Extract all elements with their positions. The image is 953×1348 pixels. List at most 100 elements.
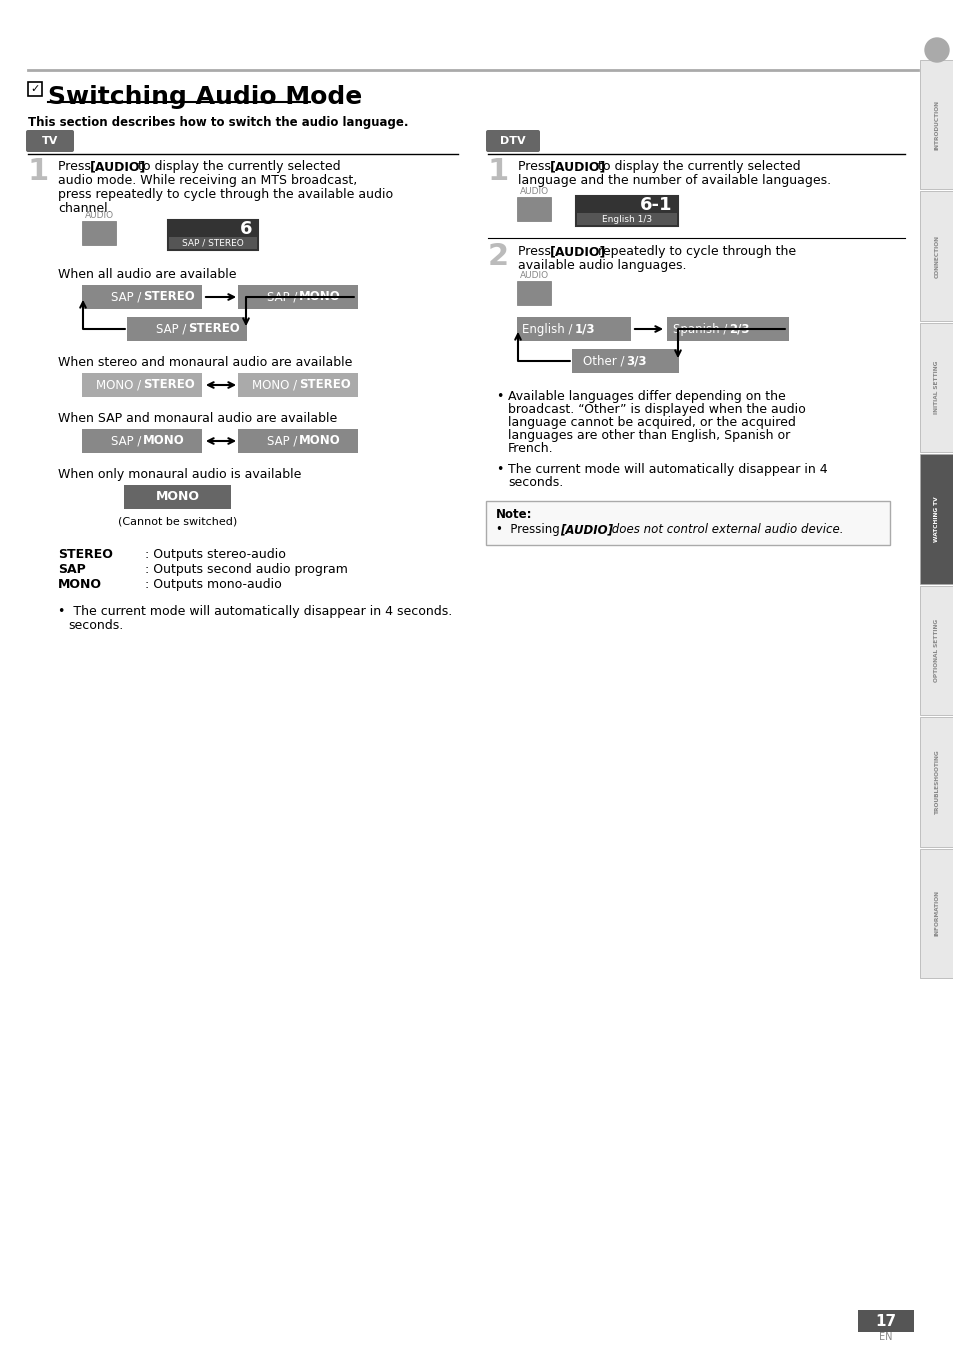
FancyBboxPatch shape [576, 195, 678, 226]
FancyBboxPatch shape [919, 717, 953, 847]
FancyBboxPatch shape [82, 373, 202, 398]
Text: MONO: MONO [143, 434, 185, 448]
Text: CONNECTION: CONNECTION [934, 235, 939, 278]
FancyBboxPatch shape [485, 501, 889, 545]
Text: languages are other than English, Spanish or: languages are other than English, Spanis… [507, 429, 789, 442]
Text: language cannot be acquired, or the acquired: language cannot be acquired, or the acqu… [507, 417, 795, 429]
Text: AUDIO: AUDIO [518, 187, 548, 195]
FancyBboxPatch shape [919, 324, 953, 453]
Text: SAP /: SAP / [155, 322, 186, 336]
Text: channel.: channel. [58, 202, 112, 214]
FancyBboxPatch shape [485, 129, 539, 152]
Text: TROUBLESHOOTING: TROUBLESHOOTING [934, 749, 939, 814]
FancyBboxPatch shape [919, 849, 953, 979]
Text: ✓: ✓ [30, 84, 40, 94]
Text: STEREO: STEREO [58, 549, 112, 561]
FancyBboxPatch shape [26, 129, 74, 152]
Text: •: • [496, 462, 503, 476]
FancyBboxPatch shape [517, 280, 551, 305]
Text: OPTIONAL SETTING: OPTIONAL SETTING [934, 619, 939, 682]
Text: When only monaural audio is available: When only monaural audio is available [58, 468, 301, 481]
Text: INFORMATION: INFORMATION [934, 890, 939, 937]
Text: AUDIO: AUDIO [85, 212, 113, 220]
Text: MONO: MONO [298, 291, 340, 303]
FancyBboxPatch shape [517, 317, 630, 341]
Text: 6: 6 [239, 220, 252, 239]
Text: TV: TV [42, 136, 58, 146]
Text: [AUDIO]: [AUDIO] [90, 160, 146, 173]
FancyBboxPatch shape [857, 1310, 913, 1332]
Text: EN: EN [879, 1332, 892, 1343]
FancyBboxPatch shape [237, 429, 357, 453]
Text: MONO /: MONO / [95, 379, 141, 391]
Text: English 1/3: English 1/3 [601, 214, 652, 224]
Text: Press: Press [58, 160, 94, 173]
Text: STEREO: STEREO [143, 379, 194, 391]
Text: audio mode. While receiving an MTS broadcast,: audio mode. While receiving an MTS broad… [58, 174, 356, 187]
Text: Press: Press [517, 160, 555, 173]
FancyBboxPatch shape [517, 197, 551, 221]
Text: : Outputs mono-audio: : Outputs mono-audio [145, 578, 281, 590]
FancyBboxPatch shape [127, 317, 247, 341]
Text: MONO /: MONO / [252, 379, 296, 391]
FancyBboxPatch shape [666, 317, 788, 341]
Text: 1: 1 [488, 156, 509, 186]
Text: When stereo and monaural audio are available: When stereo and monaural audio are avail… [58, 356, 352, 369]
Text: seconds.: seconds. [507, 476, 562, 489]
Text: broadcast. “Other” is displayed when the audio: broadcast. “Other” is displayed when the… [507, 403, 805, 417]
Text: STEREO: STEREO [298, 379, 351, 391]
Text: SAP / STEREO: SAP / STEREO [182, 239, 244, 248]
Text: available audio languages.: available audio languages. [517, 259, 686, 272]
Text: 2/3: 2/3 [728, 322, 749, 336]
Text: [AUDIO]: [AUDIO] [550, 160, 606, 173]
Text: When all audio are available: When all audio are available [58, 268, 236, 280]
Text: SAP /: SAP / [111, 434, 141, 448]
FancyBboxPatch shape [124, 485, 231, 510]
Text: 3/3: 3/3 [626, 355, 646, 368]
Text: AUDIO: AUDIO [518, 271, 548, 280]
Text: Spanish /: Spanish / [672, 322, 726, 336]
Text: 6-1: 6-1 [639, 195, 671, 214]
FancyBboxPatch shape [169, 237, 256, 249]
Text: 2: 2 [488, 243, 509, 271]
FancyBboxPatch shape [28, 82, 42, 96]
Text: [AUDIO]: [AUDIO] [559, 523, 613, 537]
Text: repeatedly to cycle through the: repeatedly to cycle through the [594, 245, 796, 257]
FancyBboxPatch shape [82, 429, 202, 453]
Text: French.: French. [507, 442, 553, 456]
Text: [AUDIO]: [AUDIO] [550, 245, 606, 257]
Text: language and the number of available languages.: language and the number of available lan… [517, 174, 830, 187]
Circle shape [924, 38, 948, 62]
Text: to display the currently selected: to display the currently selected [594, 160, 800, 173]
FancyBboxPatch shape [919, 586, 953, 716]
FancyBboxPatch shape [237, 373, 357, 398]
Text: STEREO: STEREO [188, 322, 239, 336]
Text: 1/3: 1/3 [575, 322, 595, 336]
Text: : Outputs stereo-audio: : Outputs stereo-audio [145, 549, 286, 561]
Text: does not control external audio device.: does not control external audio device. [607, 523, 842, 537]
Text: Note:: Note: [496, 508, 532, 520]
Text: •: • [496, 390, 503, 403]
Text: INTRODUCTION: INTRODUCTION [934, 100, 939, 150]
Text: SAP: SAP [58, 563, 86, 576]
Text: Other /: Other / [582, 355, 624, 368]
Text: 17: 17 [875, 1313, 896, 1329]
Text: Switching Audio Mode: Switching Audio Mode [48, 85, 362, 109]
Text: Available languages differ depending on the: Available languages differ depending on … [507, 390, 785, 403]
Text: 1: 1 [28, 156, 50, 186]
Text: MONO: MONO [298, 434, 340, 448]
Text: •  The current mode will automatically disappear in 4 seconds.: • The current mode will automatically di… [58, 605, 452, 617]
Text: MONO: MONO [58, 578, 102, 590]
Text: •  Pressing: • Pressing [496, 523, 563, 537]
Text: When SAP and monaural audio are available: When SAP and monaural audio are availabl… [58, 412, 337, 425]
Text: Press: Press [517, 245, 555, 257]
Text: SAP /: SAP / [266, 434, 296, 448]
Text: (Cannot be switched): (Cannot be switched) [118, 516, 237, 526]
Text: SAP /: SAP / [111, 291, 141, 303]
FancyBboxPatch shape [82, 284, 202, 309]
Text: STEREO: STEREO [143, 291, 194, 303]
FancyBboxPatch shape [82, 221, 116, 245]
Text: English /: English / [522, 322, 573, 336]
FancyBboxPatch shape [237, 284, 357, 309]
Text: MONO: MONO [155, 491, 199, 504]
